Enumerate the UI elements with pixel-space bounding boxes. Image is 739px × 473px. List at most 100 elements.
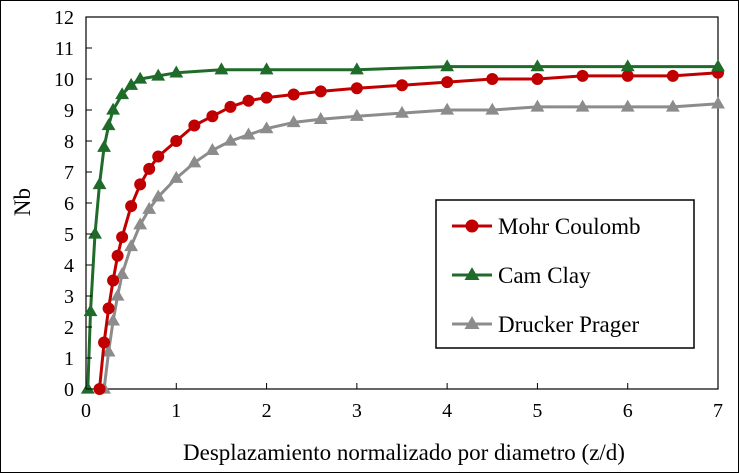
data-point-mohr-coulomb xyxy=(396,79,408,92)
data-point-mohr-coulomb xyxy=(314,85,327,98)
legend-label-cam-clay: Cam Clay xyxy=(498,263,591,288)
x-tick-label: 5 xyxy=(532,400,542,422)
data-point-drucker-prager xyxy=(205,143,220,155)
x-tick-label: 1 xyxy=(171,400,181,422)
legend-swatch-marker xyxy=(464,267,480,281)
data-point-cam-clay xyxy=(115,87,130,100)
data-point-mohr-coulomb xyxy=(152,150,165,163)
data-point-drucker-prager xyxy=(124,239,139,252)
data-point-drucker-prager xyxy=(575,99,590,112)
x-tick-label: 3 xyxy=(352,400,362,422)
data-point-mohr-coulomb xyxy=(102,302,115,315)
data-point-drucker-prager xyxy=(349,108,364,121)
y-tick-label: 4 xyxy=(64,255,74,277)
data-point-cam-clay xyxy=(711,59,725,72)
y-tick-label: 9 xyxy=(64,100,74,122)
y-tick-label: 10 xyxy=(54,69,74,91)
data-point-mohr-coulomb xyxy=(287,88,300,101)
data-point-drucker-prager xyxy=(187,155,202,168)
data-point-drucker-prager xyxy=(106,313,121,326)
data-point-cam-clay xyxy=(349,62,364,75)
series-mohr-coulomb xyxy=(93,66,724,395)
data-point-mohr-coulomb xyxy=(224,100,237,113)
data-point-drucker-prager xyxy=(133,217,148,230)
data-point-mohr-coulomb xyxy=(111,249,124,262)
y-tick-label: 7 xyxy=(64,162,74,184)
y-tick-label: 0 xyxy=(64,379,74,401)
data-point-mohr-coulomb xyxy=(107,274,120,287)
series-drucker-prager xyxy=(97,96,725,394)
y-tick-label: 8 xyxy=(64,131,74,153)
y-tick-label: 11 xyxy=(55,38,74,60)
data-point-mohr-coulomb xyxy=(98,336,111,349)
data-point-mohr-coulomb xyxy=(206,110,219,123)
y-tick-label: 5 xyxy=(64,224,74,246)
data-point-cam-clay xyxy=(106,102,121,115)
y-tick-label: 1 xyxy=(64,348,74,370)
data-point-cam-clay xyxy=(80,381,95,394)
data-point-cam-clay xyxy=(133,71,148,84)
data-point-cam-clay xyxy=(83,304,98,317)
data-point-mohr-coulomb xyxy=(143,162,156,175)
x-axis-label: Desplazamiento normalizado por diametro … xyxy=(183,440,625,465)
data-point-mohr-coulomb xyxy=(260,91,273,104)
data-point-drucker-prager xyxy=(620,99,635,112)
x-tick-label: 7 xyxy=(713,400,723,422)
data-point-drucker-prager xyxy=(286,115,301,128)
data-point-cam-clay xyxy=(101,118,116,131)
y-tick-label: 6 xyxy=(64,193,74,215)
data-point-mohr-coulomb xyxy=(125,200,138,213)
data-point-cam-clay xyxy=(214,62,229,75)
data-point-mohr-coulomb xyxy=(188,119,201,132)
data-point-mohr-coulomb xyxy=(486,73,499,85)
x-tick-label: 6 xyxy=(623,400,633,422)
data-point-drucker-prager xyxy=(142,201,157,214)
y-tick-label: 2 xyxy=(64,317,74,339)
data-point-drucker-prager xyxy=(665,99,680,112)
data-point-drucker-prager xyxy=(151,189,166,202)
data-point-drucker-prager xyxy=(241,127,256,140)
data-point-drucker-prager xyxy=(223,133,238,146)
y-axis-label: Nb xyxy=(10,188,35,216)
data-point-mohr-coulomb xyxy=(242,94,255,107)
data-point-mohr-coulomb xyxy=(576,69,589,82)
data-point-drucker-prager xyxy=(110,288,125,301)
data-point-mohr-coulomb xyxy=(93,383,106,395)
data-point-cam-clay xyxy=(259,62,274,75)
data-point-cam-clay xyxy=(620,59,635,72)
x-tick-label: 2 xyxy=(262,400,272,422)
data-point-cam-clay xyxy=(97,139,111,152)
data-point-cam-clay xyxy=(530,59,545,72)
data-point-drucker-prager xyxy=(313,112,328,124)
data-point-drucker-prager xyxy=(115,267,130,279)
data-point-mohr-coulomb xyxy=(621,69,634,82)
data-point-drucker-prager xyxy=(101,344,116,357)
data-point-mohr-coulomb xyxy=(531,73,544,85)
y-tick-label: 12 xyxy=(54,7,74,29)
x-tick-label: 0 xyxy=(81,400,91,422)
data-point-cam-clay xyxy=(169,65,184,78)
legend-swatch-marker xyxy=(464,316,480,330)
data-point-mohr-coulomb xyxy=(170,135,183,147)
data-point-cam-clay xyxy=(151,68,166,81)
data-point-mohr-coulomb xyxy=(350,82,363,95)
legend-label-mohr-coulomb: Mohr Coulomb xyxy=(498,214,640,239)
x-tick-label: 4 xyxy=(442,400,452,422)
data-point-mohr-coulomb xyxy=(116,231,129,244)
data-point-drucker-prager xyxy=(711,96,725,109)
data-point-mohr-coulomb xyxy=(441,76,454,89)
series-layer xyxy=(80,59,725,395)
data-point-cam-clay xyxy=(88,226,102,239)
data-point-cam-clay xyxy=(92,177,107,190)
data-point-drucker-prager xyxy=(259,121,274,134)
legend: Mohr Coulomb Cam Clay Drucker Prager xyxy=(435,199,695,349)
data-point-cam-clay xyxy=(124,77,139,90)
data-point-drucker-prager xyxy=(440,102,455,115)
series-cam-clay xyxy=(80,59,725,394)
data-point-drucker-prager xyxy=(169,170,184,183)
data-point-cam-clay xyxy=(440,59,455,72)
y-tick-label: 3 xyxy=(64,286,74,308)
data-point-mohr-coulomb xyxy=(666,69,679,82)
